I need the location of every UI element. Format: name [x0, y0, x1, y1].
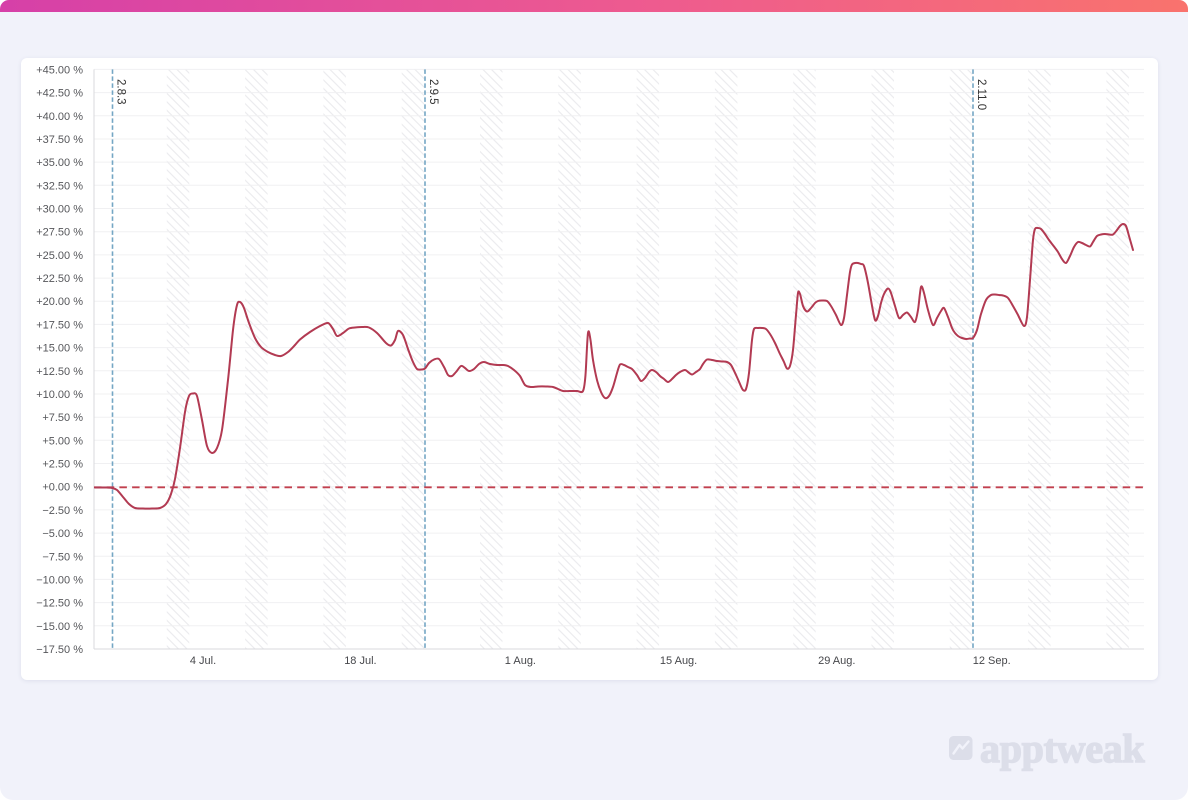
svg-text:−5.00 %: −5.00 % — [42, 528, 83, 540]
svg-text:+7.50 %: +7.50 % — [42, 412, 83, 424]
svg-text:4 Jul.: 4 Jul. — [190, 655, 216, 667]
svg-text:+10.00 %: +10.00 % — [36, 389, 83, 401]
svg-text:+15.00 %: +15.00 % — [36, 343, 83, 355]
svg-text:+37.50 %: +37.50 % — [36, 134, 83, 146]
svg-text:−12.50 %: −12.50 % — [36, 598, 83, 610]
svg-text:+40.00 %: +40.00 % — [36, 111, 83, 123]
svg-text:−17.50 %: −17.50 % — [36, 644, 83, 656]
svg-text:2.8.3: 2.8.3 — [115, 79, 127, 105]
svg-text:2.9.5: 2.9.5 — [427, 79, 439, 105]
svg-text:+42.50 %: +42.50 % — [36, 88, 83, 100]
svg-text:+30.00 %: +30.00 % — [36, 204, 83, 216]
svg-text:+35.00 %: +35.00 % — [36, 157, 83, 169]
svg-text:15 Aug.: 15 Aug. — [660, 655, 697, 667]
svg-text:18 Jul.: 18 Jul. — [344, 655, 376, 667]
svg-text:−2.50 %: −2.50 % — [42, 505, 83, 517]
svg-text:+2.50 %: +2.50 % — [42, 459, 83, 471]
svg-text:−7.50 %: −7.50 % — [42, 551, 83, 563]
svg-text:−15.00 %: −15.00 % — [36, 621, 83, 633]
svg-text:29 Aug.: 29 Aug. — [818, 655, 855, 667]
svg-text:+12.50 %: +12.50 % — [36, 366, 83, 378]
svg-text:+5.00 %: +5.00 % — [42, 435, 83, 447]
svg-text:+27.50 %: +27.50 % — [36, 227, 83, 239]
svg-text:+0.00 %: +0.00 % — [42, 482, 83, 494]
svg-text:+45.00 %: +45.00 % — [36, 64, 83, 76]
svg-text:+32.50 %: +32.50 % — [36, 180, 83, 192]
svg-text:+20.00 %: +20.00 % — [36, 296, 83, 308]
svg-text:12 Sep.: 12 Sep. — [973, 655, 1011, 667]
svg-text:+22.50 %: +22.50 % — [36, 273, 83, 285]
svg-text:+25.00 %: +25.00 % — [36, 250, 83, 262]
svg-text:+17.50 %: +17.50 % — [36, 319, 83, 331]
svg-text:1 Aug.: 1 Aug. — [505, 655, 536, 667]
svg-text:−10.00 %: −10.00 % — [36, 574, 83, 586]
svg-text:2.11.0: 2.11.0 — [975, 79, 987, 110]
